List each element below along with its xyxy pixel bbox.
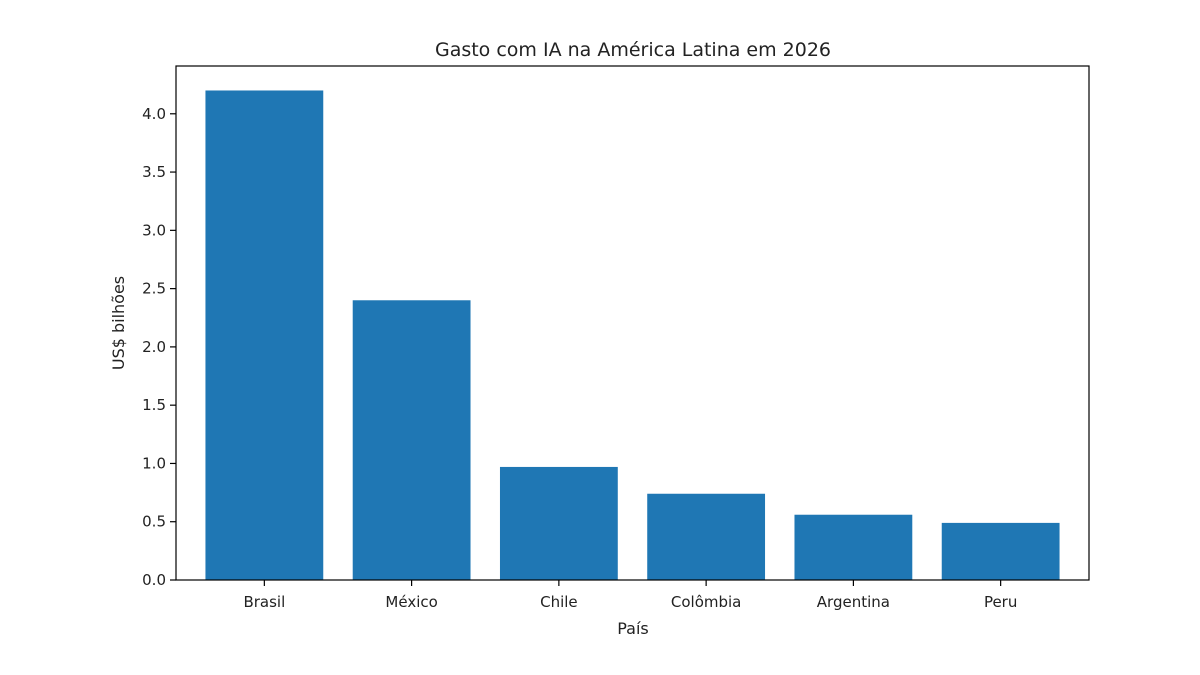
x-axis-label: País (617, 619, 649, 638)
bar-1 (352, 300, 471, 580)
x-tick-label: Colômbia (671, 593, 742, 611)
x-tick-label: Argentina (817, 593, 890, 611)
x-axis-ticks: Brasil México Chile Colômbia Argentina Peru (243, 580, 1017, 611)
bars-group (205, 90, 1060, 580)
x-tick-label: Chile (540, 593, 578, 611)
y-tick-label: 2.5 (142, 280, 166, 298)
y-tick-label: 4.0 (142, 105, 166, 123)
bar-5 (941, 522, 1060, 580)
bar-3 (647, 493, 766, 580)
x-tick-label: Peru (984, 593, 1017, 611)
plot-frame (175, 65, 1090, 581)
y-tick-label: 2.0 (142, 338, 166, 356)
bar-4 (794, 514, 913, 580)
y-axis-ticks: 0.0 0.5 1.0 1.5 2.0 2.5 3.0 3.5 4.0 (142, 105, 176, 589)
y-tick-label: 0.5 (142, 513, 166, 531)
y-tick-label: 0.0 (142, 571, 166, 589)
y-tick-label: 1.5 (142, 396, 166, 414)
bar-0 (205, 90, 324, 580)
x-tick-label: México (385, 593, 437, 611)
bar-2 (499, 466, 618, 580)
y-tick-label: 1.0 (142, 454, 166, 472)
y-tick-label: 3.5 (142, 163, 166, 181)
y-axis-label: US$ bilhões (109, 276, 128, 370)
chart-title: Gasto com IA na América Latina em 2026 (435, 39, 831, 61)
x-tick-label: Brasil (243, 593, 285, 611)
y-tick-label: 3.0 (142, 221, 166, 239)
